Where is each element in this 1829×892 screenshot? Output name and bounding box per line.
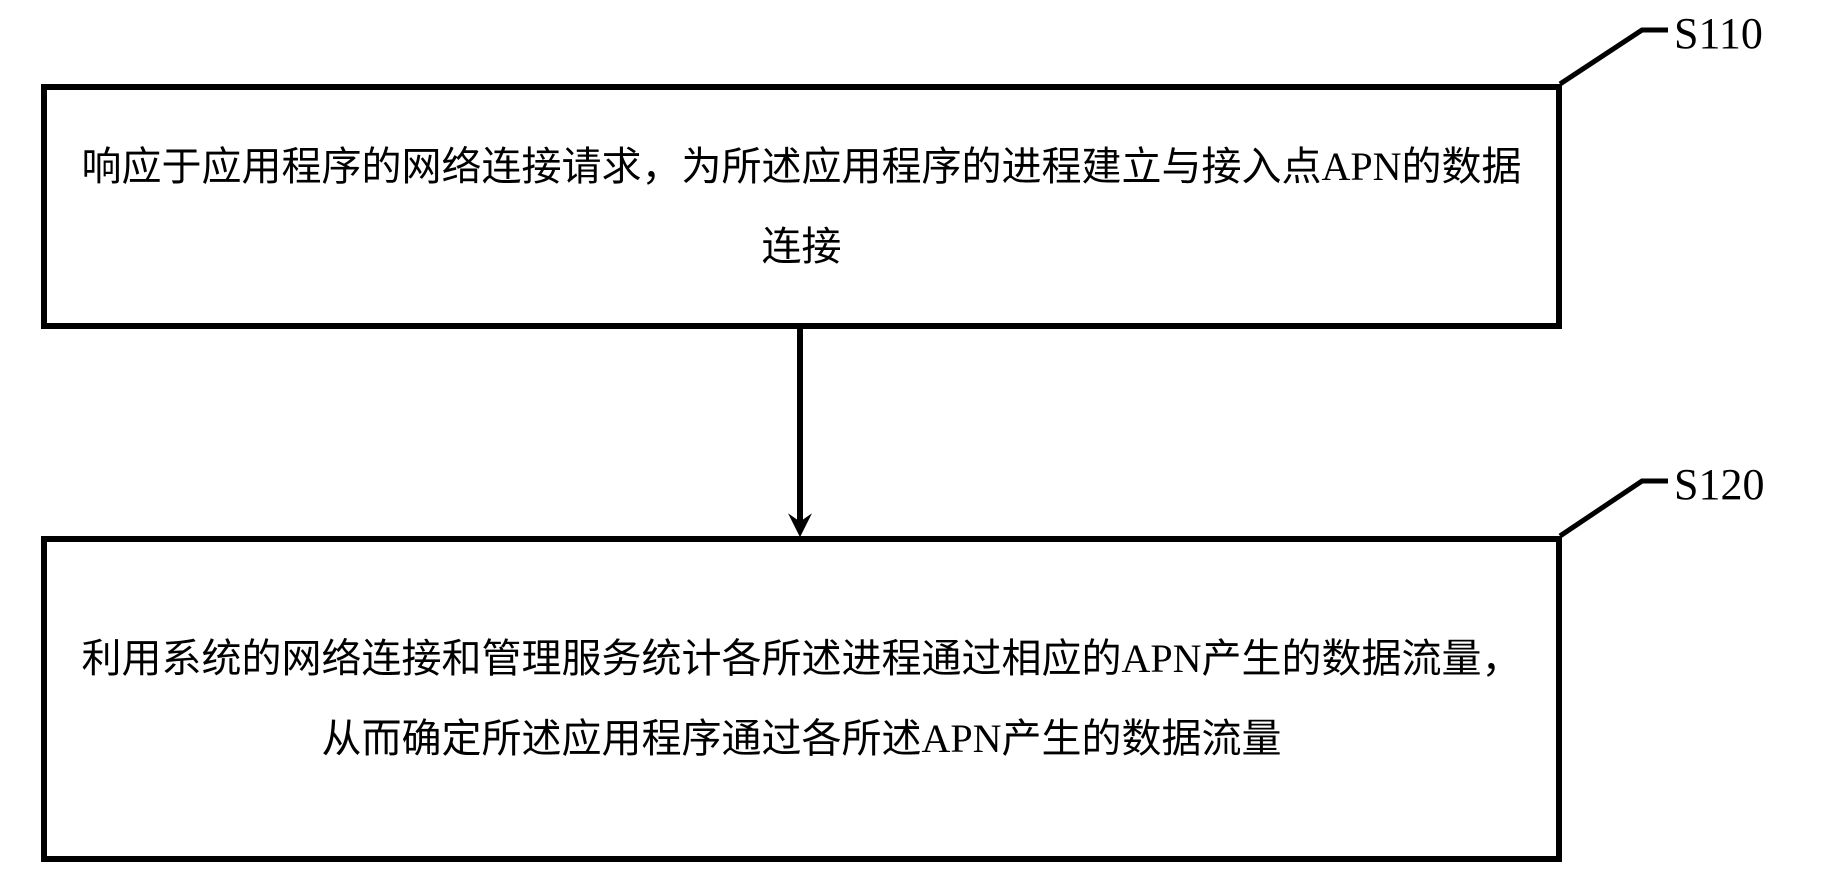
flowchart-node-s120: 利用系统的网络连接和管理服务统计各所述进程通过相应的APN产生的数据流量，从而确… bbox=[41, 536, 1562, 862]
flowchart-step-label-s110: S110 bbox=[1674, 8, 1763, 59]
flowchart-node-text: 响应于应用程序的网络连接请求，为所述应用程序的进程建立与接入点APN的数据连接 bbox=[47, 127, 1556, 287]
flowchart-node-text: 利用系统的网络连接和管理服务统计各所述进程通过相应的APN产生的数据流量，从而确… bbox=[47, 619, 1556, 779]
flowchart-step-label-s120: S120 bbox=[1674, 459, 1764, 510]
flowchart-callout-s110 bbox=[1560, 30, 1668, 84]
flowchart-node-s110: 响应于应用程序的网络连接请求，为所述应用程序的进程建立与接入点APN的数据连接 bbox=[41, 84, 1562, 329]
flowchart-callout-s120 bbox=[1560, 481, 1668, 536]
